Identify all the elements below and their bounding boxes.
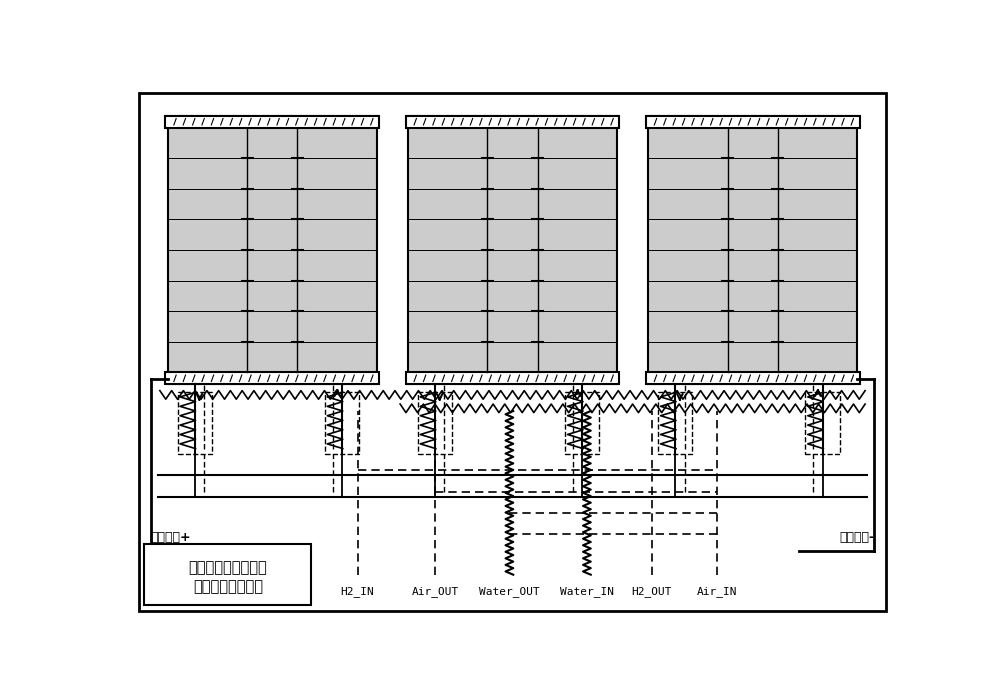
Bar [168, 116, 377, 384]
Bar [418, 392, 452, 454]
Text: Water_IN: Water_IN [560, 586, 614, 597]
Bar [805, 392, 840, 454]
Text: 传统多电堆集成的燃: 传统多电堆集成的燃 [189, 560, 267, 575]
Text: H2_OUT: H2_OUT [632, 586, 672, 597]
Bar [144, 544, 311, 605]
Bar [646, 116, 860, 128]
Bar [565, 392, 599, 454]
Text: 料电池发动机系统: 料电池发动机系统 [193, 579, 263, 594]
Bar [178, 392, 212, 454]
Bar [165, 372, 379, 384]
Text: Air_OUT: Air_OUT [411, 586, 459, 597]
Bar [406, 372, 619, 384]
Bar [408, 116, 617, 384]
Bar [648, 116, 857, 384]
Text: Air_IN: Air_IN [697, 586, 737, 597]
Text: 电堆输出-: 电堆输出- [839, 530, 874, 544]
Bar [165, 116, 379, 128]
Text: H2_IN: H2_IN [341, 586, 374, 597]
Bar [325, 392, 359, 454]
Bar [658, 392, 692, 454]
Text: Water_OUT: Water_OUT [479, 586, 540, 597]
Bar [646, 372, 860, 384]
Text: 电堆输出+: 电堆输出+ [151, 530, 191, 544]
Bar [406, 116, 619, 128]
